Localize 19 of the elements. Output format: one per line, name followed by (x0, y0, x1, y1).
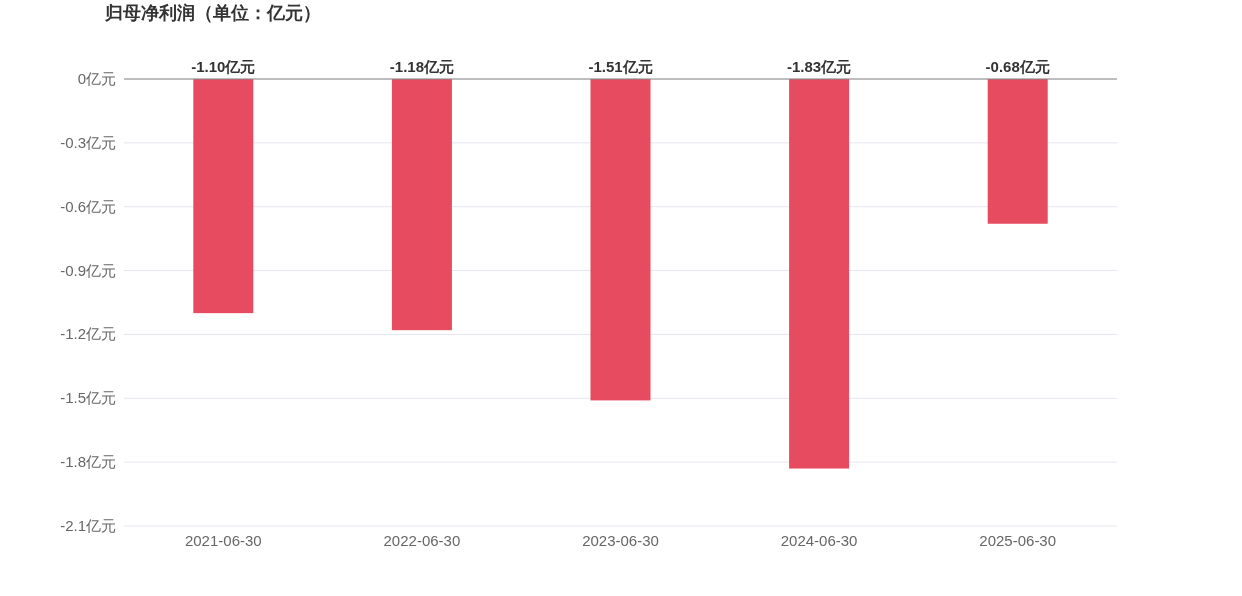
y-tick-label: -0.9亿元 (60, 261, 116, 279)
data-label: -0.68亿元 (985, 58, 1050, 75)
data-label: -1.18亿元 (389, 58, 454, 75)
x-tick-label: 2021-06-30 (184, 532, 262, 549)
y-tick-label: -1.8亿元 (60, 453, 116, 471)
y-tick-label: -2.1亿元 (60, 517, 116, 534)
data-label: -1.10亿元 (191, 58, 256, 75)
y-tick-label: 0亿元 (77, 70, 116, 87)
y-tick-label: -1.5亿元 (60, 389, 116, 407)
x-tick-label: 2025-06-30 (979, 532, 1057, 549)
data-label: -1.83亿元 (787, 58, 852, 75)
x-tick-label: 2023-06-30 (582, 532, 659, 549)
y-tick-label: -0.6亿元 (60, 197, 116, 215)
y-tick-label: -1.2亿元 (60, 325, 116, 343)
x-tick-label: 2024-06-30 (780, 532, 858, 549)
data-label: -1.51亿元 (588, 58, 653, 75)
x-tick-label: 2022-06-30 (383, 532, 461, 549)
chart-title: 归母净利润（单位：亿元） (104, 3, 321, 23)
y-tick-label: -0.3亿元 (60, 133, 116, 151)
